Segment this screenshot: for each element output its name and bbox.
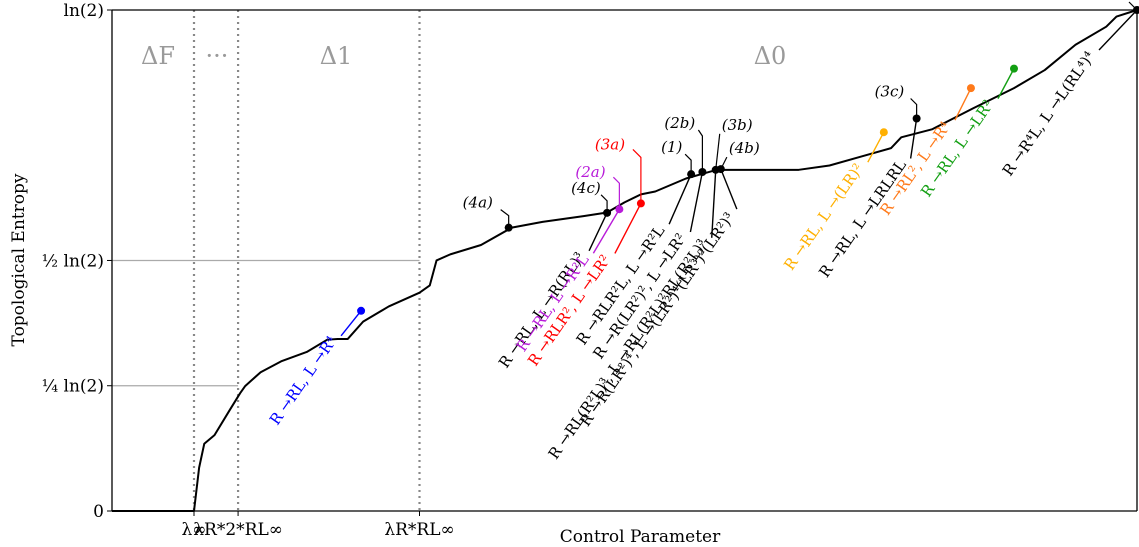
p-2b-leader xyxy=(689,171,704,233)
y-tick-label-3: ln(2) xyxy=(64,1,104,21)
p-2b-marker xyxy=(698,167,707,176)
x-tick-label-2: λR*RL∞ xyxy=(384,520,454,540)
y-tick-label-1: ¼ ln(2) xyxy=(42,377,104,397)
p-rl2-r4-leader xyxy=(954,87,972,121)
p-1-leader xyxy=(668,173,692,225)
p-3a-marker xyxy=(636,199,645,208)
p-3c-marker xyxy=(912,114,921,123)
p-2b-label-leader xyxy=(697,129,704,172)
x-tick-label-0: λ∞ xyxy=(182,520,207,540)
region-label-0: ΔF xyxy=(141,42,175,70)
p-2a-label: (2a) xyxy=(575,163,605,181)
p-rl-lr2b-leader xyxy=(997,68,1015,99)
p-1-marker xyxy=(687,170,696,179)
p-4c-label: (4c) xyxy=(571,179,601,197)
p-rl2-r4-marker xyxy=(966,84,975,93)
p-4c-leader xyxy=(588,212,608,252)
p-3b-label-leader xyxy=(715,133,721,170)
p-4b-leader xyxy=(720,168,738,210)
p-rl-r4-annotation: R →RL, L →R⁴ xyxy=(266,333,340,429)
p-3c-label-leader xyxy=(910,98,918,119)
p-4a-marker xyxy=(504,223,513,232)
p-3b-leader xyxy=(711,169,717,238)
p-4b-label: (4b) xyxy=(729,139,760,157)
p-4b-marker xyxy=(716,165,725,174)
p-rl-lr2b-marker xyxy=(1010,64,1018,73)
p-rl-r4-marker xyxy=(357,306,366,315)
p-2a-marker xyxy=(615,205,624,214)
p-1-label: (1) xyxy=(661,138,682,156)
p-2a-leader xyxy=(592,208,620,254)
p-rl-lr2-leader xyxy=(867,131,885,163)
p-2b-label: (2b) xyxy=(664,114,695,132)
x-tick-label-1: λR*2*RL∞ xyxy=(193,520,283,540)
p-rl-r4-leader xyxy=(340,310,362,337)
y-axis-title: Topological Entropy xyxy=(9,173,29,346)
y-tick-label-2: ½ ln(2) xyxy=(42,251,104,271)
p-3a-label-leader xyxy=(632,149,642,204)
p-3a-label: (3a) xyxy=(595,135,625,153)
p-4d-leader xyxy=(1098,9,1138,51)
p-3a-leader xyxy=(614,203,642,254)
p-1-label-leader xyxy=(684,153,692,175)
x-axis-title: Control Parameter xyxy=(560,527,721,547)
entropy-curve xyxy=(112,9,1138,512)
region-label-2: Δ1 xyxy=(320,42,353,70)
p-4a-label: (4a) xyxy=(463,194,493,212)
region-label-1: ··· xyxy=(206,42,229,70)
p-rl-lr2-marker xyxy=(879,128,888,137)
p-3c-label: (3c) xyxy=(875,82,905,100)
p-4d-marker xyxy=(1133,6,1139,14)
p-2a-label-leader xyxy=(612,176,620,210)
y-tick-label-0: 0 xyxy=(93,502,104,522)
p-4c-marker xyxy=(603,208,612,217)
p-3b-label: (3b) xyxy=(722,116,753,134)
p-3c-leader xyxy=(909,118,918,159)
region-label-3: Δ0 xyxy=(754,42,787,70)
